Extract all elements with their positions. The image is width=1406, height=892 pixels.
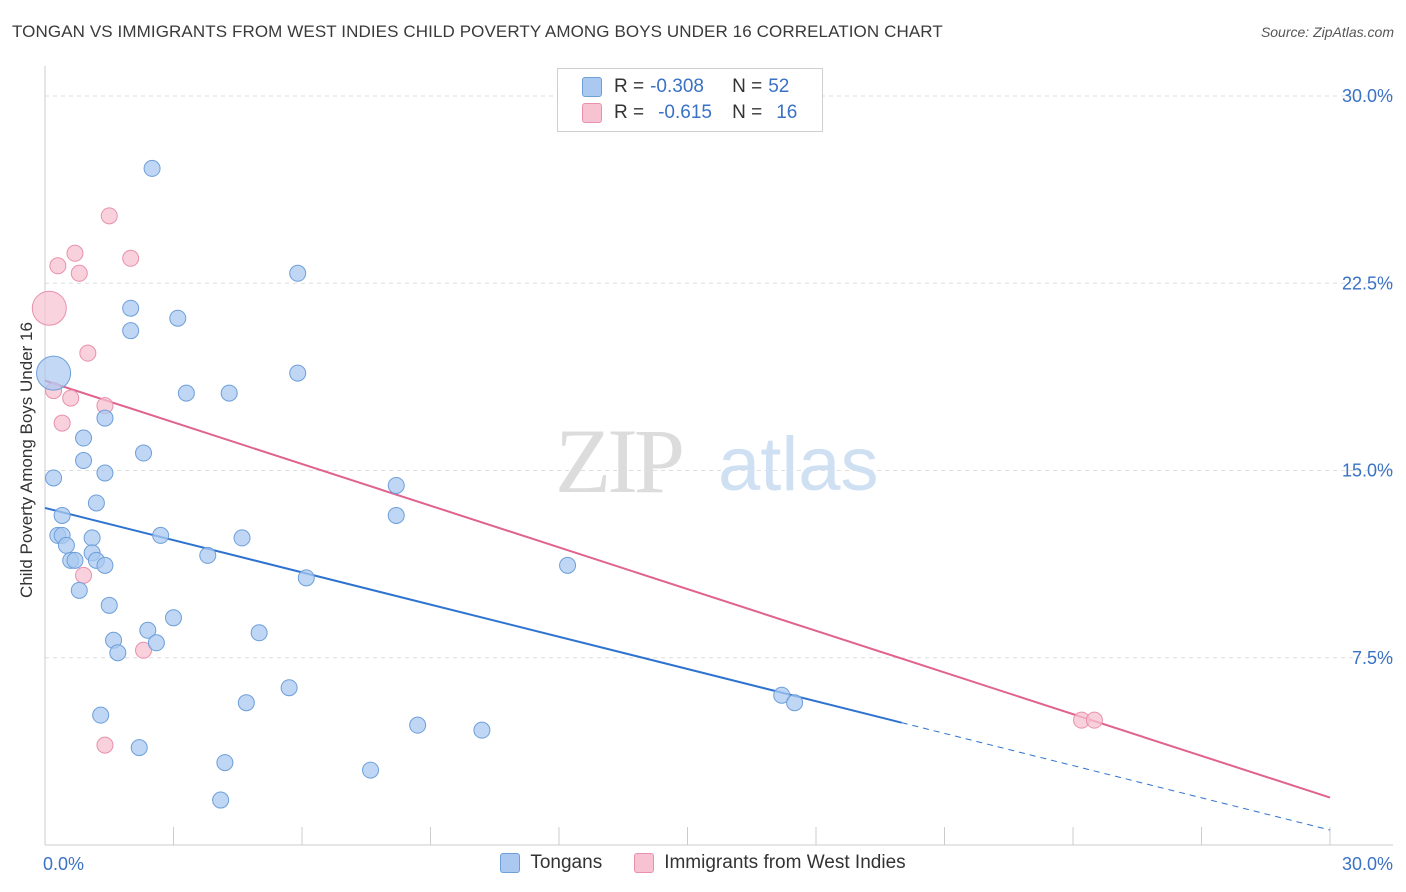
point-tongans (177, 384, 195, 402)
bottom-legend-label-tongans: Tongans (530, 852, 603, 873)
watermark-zip: ZIP (555, 410, 682, 512)
point-tongans (70, 581, 88, 599)
watermark: ZIP atlas (555, 410, 879, 512)
point-tongans (289, 364, 307, 382)
point-tongans (96, 464, 114, 482)
point-tongans (122, 299, 140, 317)
legend-swatch-pink (582, 103, 602, 123)
point-tongans (409, 716, 427, 734)
point-tongans (92, 706, 110, 724)
point-tongans (75, 429, 93, 447)
y-tick-label: 15.0% (1342, 461, 1393, 481)
point-tongans (297, 569, 315, 587)
bottom-legend-swatch-blue (500, 853, 521, 873)
point-tongans (387, 476, 405, 494)
point-tongans (289, 264, 307, 282)
point-west-indies (100, 207, 118, 225)
point-tongans (135, 444, 153, 462)
point-west-indies (79, 344, 97, 362)
legend-r-label: R = (614, 76, 645, 97)
x-tick-label-min: 0.0% (43, 854, 84, 874)
point-tongans (152, 526, 170, 544)
y-axis-label: Child Poverty Among Boys Under 16 (17, 322, 36, 598)
point-tongans (100, 596, 118, 614)
legend-r-value: -0.308 (650, 76, 704, 97)
point-west-indies (96, 736, 114, 754)
point-tongans (473, 721, 491, 739)
watermark-atlas: atlas (718, 422, 879, 507)
point-tongans (169, 309, 187, 327)
point-west-indies (31, 290, 67, 326)
point-tongans (87, 494, 105, 512)
point-tongans (362, 761, 380, 779)
point-tongans (130, 739, 148, 757)
legend-swatch-blue (582, 77, 602, 97)
legend-r-label: R = (614, 102, 645, 123)
point-tongans (57, 536, 75, 554)
legend-row-west-indies: R = -0.615 N = 16 (582, 101, 797, 125)
legend-n-label: N = (732, 102, 763, 123)
point-tongans (199, 546, 217, 564)
point-west-indies (49, 257, 67, 275)
point-tongans (250, 624, 268, 642)
point-west-indies (122, 249, 140, 267)
point-west-indies (75, 566, 93, 584)
legend-row-tongans: R = -0.308 N = 52 (582, 75, 789, 99)
point-tongans (139, 621, 157, 639)
point-west-indies (62, 389, 80, 407)
trend-line-tongans-extension (901, 722, 1331, 831)
y-tick-label: 7.5% (1352, 648, 1393, 668)
y-tick-label: 30.0% (1342, 86, 1393, 106)
point-tongans (66, 551, 84, 569)
legend: R = -0.308 N = 52 R = -0.615 N = 16 (557, 68, 823, 132)
bottom-legend: Tongans Immigrants from West Indies (0, 852, 1406, 874)
point-west-indies (70, 264, 88, 282)
point-west-indies (53, 414, 71, 432)
y-tick-label: 22.5% (1342, 273, 1393, 293)
point-tongans (559, 556, 577, 574)
point-tongans (83, 529, 101, 547)
point-west-indies (66, 244, 84, 262)
point-tongans (36, 355, 72, 391)
chart-title: TONGAN VS IMMIGRANTS FROM WEST INDIES CH… (12, 22, 943, 41)
point-tongans (280, 679, 298, 697)
point-tongans (220, 384, 238, 402)
point-tongans (773, 686, 791, 704)
point-tongans (109, 644, 127, 662)
point-tongans (216, 754, 234, 772)
legend-r-value: -0.615 (658, 102, 712, 123)
legend-n-label: N = (732, 76, 763, 97)
source-label: Source: ZipAtlas.com (1260, 24, 1394, 40)
point-tongans (387, 506, 405, 524)
bottom-legend-tongans: Tongans (500, 852, 602, 874)
point-tongans (53, 506, 71, 524)
point-west-indies (1085, 711, 1103, 729)
legend-n-value: 16 (776, 102, 798, 123)
point-tongans (96, 409, 114, 427)
bottom-legend-label-west-indies: Immigrants from West Indies (664, 852, 906, 873)
point-tongans (237, 694, 255, 712)
trend-line-west-indies (44, 379, 1331, 799)
point-tongans (143, 159, 161, 177)
point-tongans (75, 452, 93, 470)
point-tongans (122, 322, 140, 340)
x-tick-label-max: 30.0% (1342, 854, 1393, 874)
legend-n-value: 52 (768, 76, 790, 97)
point-west-indies (135, 641, 153, 659)
point-tongans (212, 791, 230, 809)
bottom-legend-swatch-pink (634, 853, 655, 873)
point-tongans (233, 529, 251, 547)
point-tongans (786, 694, 804, 712)
point-tongans (96, 556, 114, 574)
bottom-legend-west-indies: Immigrants from West Indies (634, 852, 906, 874)
trend-line-tongans (44, 506, 902, 724)
point-tongans (45, 469, 63, 487)
point-tongans (165, 609, 182, 627)
point-tongans (147, 634, 165, 652)
